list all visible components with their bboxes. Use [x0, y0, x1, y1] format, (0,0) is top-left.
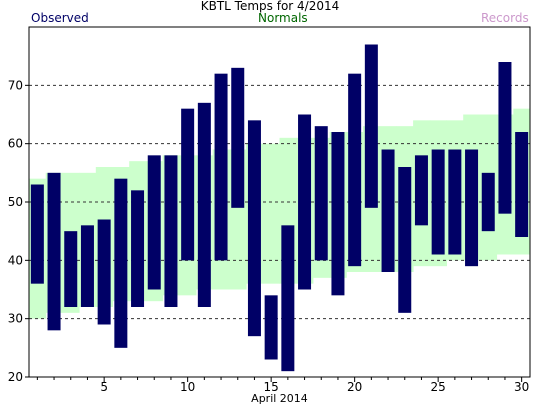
x-tick-label-25: 25: [431, 380, 446, 394]
x-tick-label-30: 30: [514, 380, 529, 394]
observed-bar-day-3: [64, 231, 78, 307]
observed-bar-day-27: [465, 149, 479, 267]
observed-bar-day-19: [331, 132, 345, 296]
legend-records: Records: [481, 11, 529, 25]
observed-bar-day-26: [448, 149, 462, 255]
observed-bar-day-6: [114, 178, 128, 348]
observed-bar-day-29: [498, 62, 512, 214]
observed-bar-day-10: [181, 108, 195, 261]
x-tick-label-5: 5: [100, 380, 108, 394]
observed-bar-day-7: [131, 190, 145, 307]
x-tick-label-15: 15: [264, 380, 279, 394]
observed-bar-day-5: [97, 219, 111, 325]
observed-bar-day-1: [30, 184, 44, 284]
y-tick-label-70: 70: [8, 78, 23, 92]
x-tick-label-10: 10: [180, 380, 195, 394]
y-tick-label-40: 40: [8, 253, 23, 267]
observed-bar-day-20: [348, 73, 362, 267]
chart-title: KBTL Temps for 4/2014: [200, 0, 340, 13]
x-axis-label: April 2014: [251, 392, 308, 405]
observed-bar-day-30: [515, 132, 529, 237]
observed-bar-day-2: [47, 172, 61, 331]
observed-bar-day-28: [481, 172, 495, 232]
legend-observed: Observed: [31, 11, 89, 25]
observed-bar-day-12: [214, 73, 228, 261]
observed-bar-day-9: [164, 155, 178, 307]
observed-bar-day-22: [381, 149, 395, 272]
observed-bar-day-15: [264, 295, 278, 360]
y-tick-label-60: 60: [8, 137, 23, 151]
observed-bar-day-13: [231, 67, 245, 208]
observed-bar-day-25: [431, 149, 445, 255]
observed-bar-day-24: [414, 155, 428, 226]
observed-bar-day-17: [298, 114, 312, 290]
observed-bar-day-23: [398, 167, 412, 313]
observed-bar-day-4: [80, 225, 94, 307]
observed-bar-day-14: [247, 120, 261, 337]
normal-range-day-15: [262, 143, 280, 284]
observed-bar-day-16: [281, 225, 295, 372]
observed-bar-day-11: [197, 102, 211, 307]
observed-bar-day-18: [314, 126, 328, 261]
legend-normals: Normals: [258, 11, 308, 25]
observed-bar-day-21: [364, 44, 378, 208]
observed-bar-day-8: [147, 155, 161, 290]
y-tick-label-20: 20: [8, 370, 23, 384]
y-tick-label-30: 30: [8, 312, 23, 326]
y-tick-label-50: 50: [8, 195, 23, 209]
x-tick-label-20: 20: [347, 380, 362, 394]
